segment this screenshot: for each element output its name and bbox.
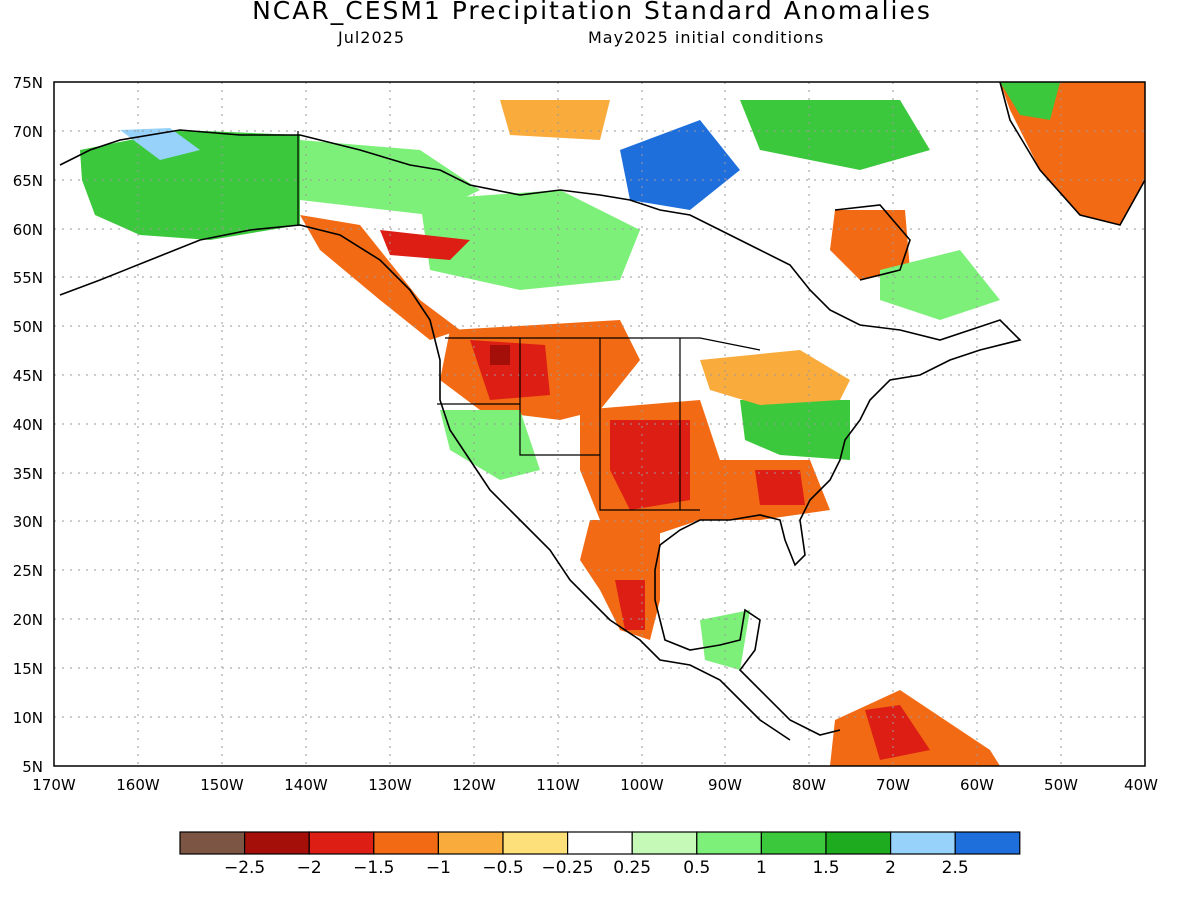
colorbar-swatch: [696, 831, 762, 855]
lat-label: 65N: [13, 172, 43, 190]
lat-label: 35N: [13, 465, 43, 483]
valid-month: Jul2025: [338, 28, 406, 47]
prairie-dry: [380, 230, 470, 260]
colorbar-swatch: [566, 831, 633, 855]
midatlantic-wet: [740, 400, 850, 460]
lon-label: 70W: [876, 776, 910, 794]
lon-label: 40W: [1124, 776, 1158, 794]
lon-label: 160W: [116, 776, 160, 794]
colorbar-swatch: [373, 831, 439, 855]
colorbar-label: 0.5: [683, 858, 710, 878]
colorbar-label: 1: [756, 858, 767, 878]
colorbar-label: 2: [885, 858, 896, 878]
political-borders: [297, 131, 761, 511]
lat-label: 50N: [13, 318, 43, 336]
colorbar-label: 2.5: [942, 858, 969, 878]
lat-label: 45N: [13, 367, 43, 385]
colorbar-swatch: [244, 831, 310, 855]
colorbar-swatch: [308, 831, 375, 855]
longitude-labels: 170W 160W 150W 140W 130W 120W 110W 100W …: [32, 776, 1158, 794]
colombia-very-dry: [865, 705, 930, 760]
colorbar-swatch: [760, 831, 827, 855]
lon-label: 150W: [200, 776, 244, 794]
colorbar-label: 1.5: [812, 858, 839, 878]
bc-dry: [300, 215, 460, 340]
lat-label: 60N: [13, 221, 43, 239]
lat-label: 25N: [13, 562, 43, 580]
map-frame: [53, 81, 1146, 767]
colorbar-swatch: [179, 831, 246, 855]
colorbar-label: −0.25: [542, 858, 594, 878]
arctic-dry: [500, 100, 610, 140]
lon-label: 170W: [32, 776, 76, 794]
lon-label: 90W: [708, 776, 742, 794]
colorbar: −2.5 −2 −1.5 −1 −0.5 −0.25 0.25 0.5 1 1.5 2 2.5: [179, 831, 1021, 878]
lat-label: 70N: [13, 123, 43, 141]
colorbar-label: 0.25: [613, 858, 651, 878]
colorbar-swatch: [437, 831, 504, 855]
lat-label: 20N: [13, 611, 43, 629]
lon-label: 60W: [960, 776, 994, 794]
coastlines: [59, 82, 1145, 741]
arctic-wet: [740, 100, 930, 170]
lat-label: 75N: [13, 74, 43, 92]
greenland-wet-edge: [1000, 82, 1060, 120]
lat-label: 10N: [13, 709, 43, 727]
init-conditions: May2025 initial conditions: [588, 28, 825, 47]
labrador-dry: [830, 210, 910, 280]
colorbar-swatch: [954, 831, 1021, 855]
colorbar-swatch: [631, 831, 698, 855]
colorbar-swatch: [889, 831, 956, 855]
colorbar-label: −1.5: [353, 858, 394, 878]
colorbar-swatch: [502, 831, 569, 855]
lat-label: 55N: [13, 269, 43, 287]
quebec-wet: [880, 250, 1000, 320]
lon-label: 50W: [1044, 776, 1078, 794]
lon-label: 100W: [620, 776, 664, 794]
yukon-wet: [300, 140, 480, 215]
lon-label: 110W: [536, 776, 580, 794]
colorbar-label: −1: [426, 858, 451, 878]
map-title: NCAR_CESM1 Precipitation Standard Anomal…: [252, 0, 932, 25]
great-basin-wet: [440, 410, 540, 480]
lat-label: 30N: [13, 513, 43, 531]
lat-label: 5N: [22, 758, 43, 776]
lat-label: 40N: [13, 416, 43, 434]
idaho-extreme: [490, 345, 510, 365]
lon-label: 80W: [792, 776, 826, 794]
georgia-very-dry: [755, 470, 805, 505]
latitude-labels: 75N 70N 65N 60N 55N 50N 45N 40N 35N 30N …: [13, 74, 43, 776]
colorbar-label: −2: [297, 858, 322, 878]
baffin-wet: [620, 120, 740, 210]
colorbar-label: −2.5: [224, 858, 265, 878]
lat-label: 15N: [13, 660, 43, 678]
lon-label: 140W: [284, 776, 328, 794]
oklahoma-very-dry: [610, 420, 690, 510]
lon-label: 130W: [368, 776, 412, 794]
lon-label: 120W: [452, 776, 496, 794]
greenland-dry: [1000, 82, 1145, 225]
anomaly-field: [80, 82, 1145, 766]
central-canada-wet: [420, 190, 640, 290]
colorbar-label: −0.5: [482, 858, 523, 878]
colorbar-swatch: [825, 831, 892, 855]
great-lakes-mixed: [700, 350, 850, 405]
central-america-wet: [700, 610, 750, 670]
alaska-wet-region: [80, 130, 300, 240]
mexico-very-dry: [615, 580, 645, 630]
